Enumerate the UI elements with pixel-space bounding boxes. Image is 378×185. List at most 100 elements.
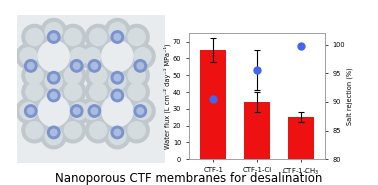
Text: Nanoporous CTF membranes for desalination: Nanoporous CTF membranes for desalinatio… xyxy=(55,172,323,185)
Circle shape xyxy=(51,92,57,99)
Circle shape xyxy=(66,98,91,124)
Circle shape xyxy=(41,98,66,124)
Circle shape xyxy=(45,48,62,65)
Legend: Flux, Salt rejection: Flux, Salt rejection xyxy=(163,0,253,1)
Circle shape xyxy=(134,105,147,117)
Circle shape xyxy=(111,31,124,43)
Circle shape xyxy=(28,63,34,69)
Circle shape xyxy=(114,92,121,99)
Circle shape xyxy=(20,102,37,120)
Circle shape xyxy=(88,60,101,72)
Circle shape xyxy=(114,34,121,40)
Circle shape xyxy=(111,89,124,102)
Circle shape xyxy=(109,128,126,145)
Circle shape xyxy=(85,63,111,88)
Circle shape xyxy=(26,67,43,84)
Circle shape xyxy=(60,24,85,50)
Circle shape xyxy=(26,122,43,139)
Circle shape xyxy=(84,48,101,65)
Circle shape xyxy=(105,69,130,94)
Circle shape xyxy=(109,48,126,65)
Circle shape xyxy=(102,41,133,72)
Circle shape xyxy=(48,89,60,102)
Circle shape xyxy=(137,63,144,69)
Circle shape xyxy=(22,24,47,50)
Circle shape xyxy=(91,108,98,114)
Circle shape xyxy=(114,129,121,136)
Circle shape xyxy=(48,71,60,84)
Circle shape xyxy=(16,44,41,69)
Circle shape xyxy=(66,44,91,69)
Circle shape xyxy=(105,85,130,110)
Circle shape xyxy=(134,48,151,65)
Y-axis label: Salt rejection (%): Salt rejection (%) xyxy=(347,67,353,125)
Circle shape xyxy=(16,98,41,124)
Circle shape xyxy=(70,102,87,120)
Circle shape xyxy=(60,63,85,88)
Circle shape xyxy=(38,41,69,72)
Circle shape xyxy=(109,73,126,90)
Circle shape xyxy=(26,83,43,100)
Circle shape xyxy=(73,108,80,114)
Circle shape xyxy=(64,28,82,46)
Circle shape xyxy=(130,44,155,69)
Circle shape xyxy=(41,69,66,94)
Bar xyxy=(288,117,314,159)
Circle shape xyxy=(124,63,149,88)
Circle shape xyxy=(51,34,57,40)
Circle shape xyxy=(105,98,130,124)
Circle shape xyxy=(109,102,126,120)
Circle shape xyxy=(128,28,145,46)
Circle shape xyxy=(41,124,66,149)
Circle shape xyxy=(84,102,101,120)
Circle shape xyxy=(134,60,147,72)
Circle shape xyxy=(105,44,130,69)
Circle shape xyxy=(90,67,107,84)
Circle shape xyxy=(109,23,126,40)
Circle shape xyxy=(45,128,62,145)
Circle shape xyxy=(124,24,149,50)
Circle shape xyxy=(85,118,111,143)
Circle shape xyxy=(91,63,98,69)
Bar xyxy=(244,102,270,159)
Circle shape xyxy=(22,118,47,143)
Circle shape xyxy=(22,79,47,104)
Circle shape xyxy=(64,83,82,100)
Circle shape xyxy=(105,18,130,44)
Circle shape xyxy=(128,67,145,84)
Circle shape xyxy=(41,18,66,44)
Circle shape xyxy=(41,85,66,110)
Circle shape xyxy=(111,126,124,139)
Circle shape xyxy=(60,118,85,143)
Circle shape xyxy=(51,74,57,81)
Circle shape xyxy=(20,48,37,65)
Circle shape xyxy=(88,105,101,117)
Circle shape xyxy=(124,118,149,143)
Circle shape xyxy=(28,108,34,114)
Circle shape xyxy=(70,48,87,65)
Circle shape xyxy=(137,108,144,114)
Circle shape xyxy=(90,122,107,139)
Circle shape xyxy=(85,79,111,104)
Circle shape xyxy=(73,63,80,69)
Circle shape xyxy=(45,102,62,120)
Circle shape xyxy=(22,63,47,88)
Circle shape xyxy=(90,28,107,46)
Circle shape xyxy=(114,74,121,81)
Circle shape xyxy=(102,95,133,127)
Circle shape xyxy=(70,105,83,117)
Circle shape xyxy=(70,60,83,72)
Circle shape xyxy=(25,105,37,117)
Circle shape xyxy=(38,95,69,127)
Circle shape xyxy=(41,44,66,69)
Circle shape xyxy=(25,60,37,72)
Circle shape xyxy=(45,23,62,40)
Circle shape xyxy=(26,28,43,46)
Circle shape xyxy=(124,79,149,104)
Circle shape xyxy=(90,83,107,100)
Circle shape xyxy=(48,126,60,139)
Circle shape xyxy=(64,67,82,84)
Y-axis label: Water flux (L cm⁻² day⁻¹ MPa⁻¹): Water flux (L cm⁻² day⁻¹ MPa⁻¹) xyxy=(164,43,172,149)
Circle shape xyxy=(48,31,60,43)
Circle shape xyxy=(134,102,151,120)
